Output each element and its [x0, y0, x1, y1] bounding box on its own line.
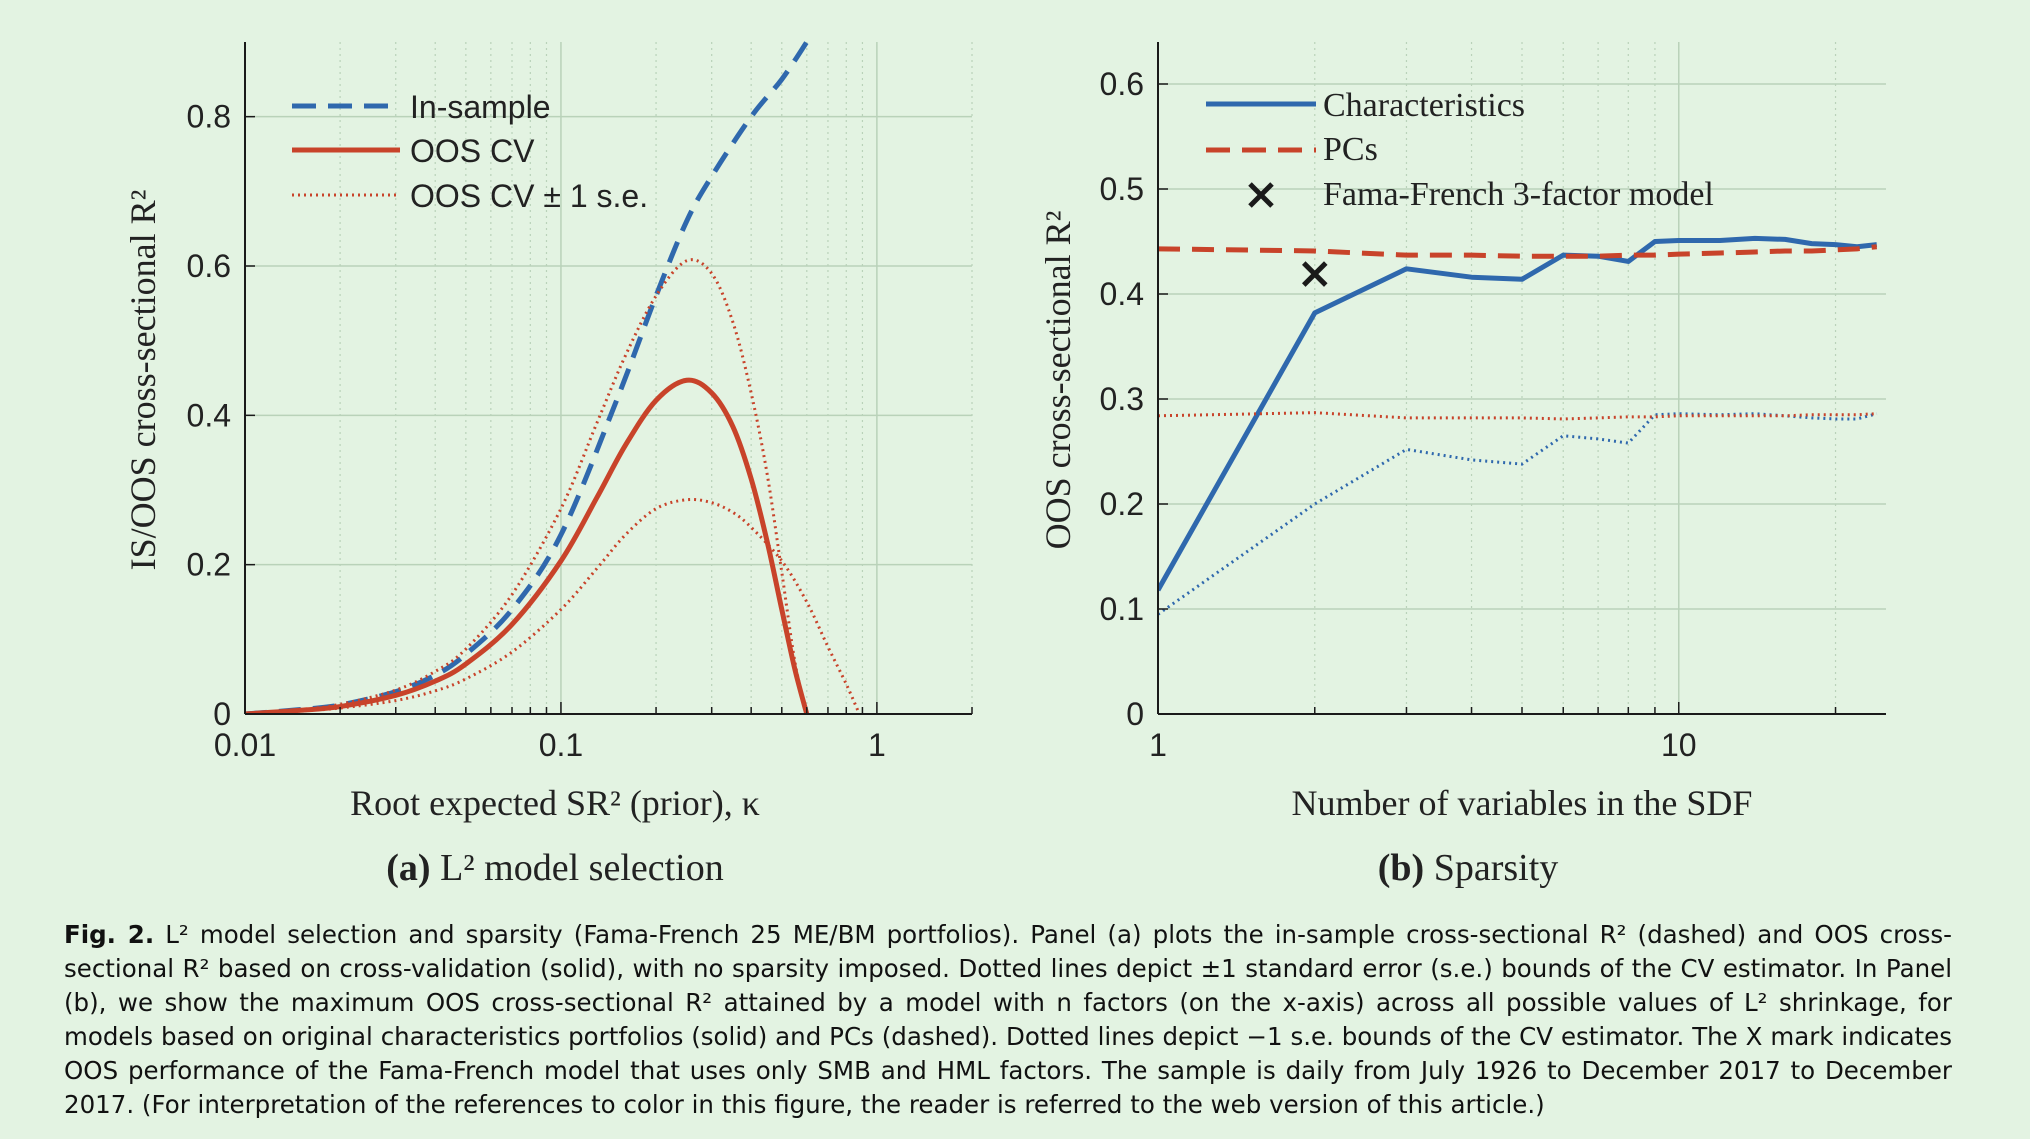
- panel-b-chart: 1 10 0 0.1 0.2 0.3 0.4 0.5 0.6 Number of variabl…: [1038, 42, 1886, 889]
- y-tick-label: 0: [213, 696, 231, 732]
- series-line-oos-cv: [245, 377, 810, 714]
- y-tick-label: 0.1: [1100, 591, 1144, 627]
- series-line-oos-cv-1-s-e-: [245, 258, 809, 714]
- x-tick-label: 10: [1661, 727, 1697, 763]
- legend-label-oos-cv-se: OOS CV ± 1 s.e.: [410, 178, 648, 214]
- y-tick-label: 0.3: [1100, 381, 1144, 417]
- panel-a-label: (a) L² model selection: [386, 847, 723, 889]
- y-tick-label: 0.4: [1100, 276, 1144, 312]
- panel-b-x-axis-label: Number of variables in the SDF: [1292, 783, 1753, 823]
- panel-a-x-axis-label: Root expected SR² (prior), κ: [350, 783, 760, 823]
- panel-a-legend: In-sample OOS CV OOS CV ± 1 s.e.: [292, 89, 648, 214]
- y-tick-label: 0.8: [187, 99, 231, 135]
- y-tick-label: 0.6: [1100, 66, 1144, 102]
- x-tick-label: 0.01: [214, 727, 276, 763]
- legend-marker-x-icon: [1248, 182, 1274, 208]
- panel-b-grid: [1157, 42, 1886, 715]
- panel-b-tick-labels: 1 10 0 0.1 0.2 0.3 0.4 0.5 0.6: [1100, 66, 1697, 763]
- legend-label-characteristics: Characteristics: [1323, 87, 1525, 124]
- series-line-characteristics: [1158, 235, 1878, 592]
- figure: 0.01 0.1 100.20.40.60.8 Root expected SR² …: [123, 40, 1886, 889]
- panel-a-chart: 0.01 0.1 1 0 0.2 0.4 0.6 0.8 Root expected SR² …: [123, 40, 973, 889]
- panel-b-lines: [1158, 235, 1878, 616]
- panel-a-grid: [244, 42, 973, 715]
- fama-french-marker: [1301, 261, 1328, 287]
- panel-b-legend: Characteristics PCs Fama-French 3-factor…: [1206, 87, 1714, 213]
- x-tick-label: 1: [868, 727, 886, 763]
- y-tick-label: 0.6: [187, 248, 231, 284]
- figure-caption: Fig. 2. L² model selection and sparsity …: [64, 918, 1952, 1122]
- y-tick-label: 0.4: [187, 397, 231, 433]
- series-line-bound-3: [1158, 411, 1877, 421]
- y-tick-label: 0.5: [1100, 171, 1144, 207]
- y-tick-label: 0.2: [187, 547, 231, 583]
- y-tick-label: 0: [1126, 696, 1144, 732]
- legend-label-fama-french: Fama-French 3-factor model: [1323, 176, 1714, 213]
- caption-text: L² model selection and sparsity (Fama-Fr…: [64, 920, 1952, 1119]
- x-tick-label: 1: [1149, 727, 1167, 763]
- y-tick-label: 0.2: [1100, 486, 1144, 522]
- panel-b-label: (b) Sparsity: [1378, 847, 1559, 889]
- panel-a-y-axis-label: IS/OOS cross-sectional R²: [123, 190, 163, 571]
- legend-label-in-sample: In-sample: [410, 89, 551, 125]
- series-line-pcs: [1158, 244, 1878, 259]
- legend-label-pcs: PCs: [1323, 131, 1378, 168]
- series-line-bound-3: [245, 497, 861, 714]
- panel-a-lines: [245, 40, 861, 714]
- panel-a-axes: [244, 42, 973, 715]
- x-tick-label: 0.1: [539, 727, 583, 763]
- series-line-in-sample: [245, 40, 809, 714]
- caption-label: Fig. 2.: [64, 920, 155, 949]
- panel-b-y-axis-label: OOS cross-sectional R²: [1038, 211, 1078, 550]
- panel-a-tick-labels: 0.01 0.1 1 0 0.2 0.4 0.6 0.8: [187, 99, 886, 763]
- legend-label-oos-cv: OOS CV: [410, 133, 535, 169]
- panel-b-axes: [1157, 42, 1886, 715]
- series-line-bound-2: [1158, 412, 1878, 616]
